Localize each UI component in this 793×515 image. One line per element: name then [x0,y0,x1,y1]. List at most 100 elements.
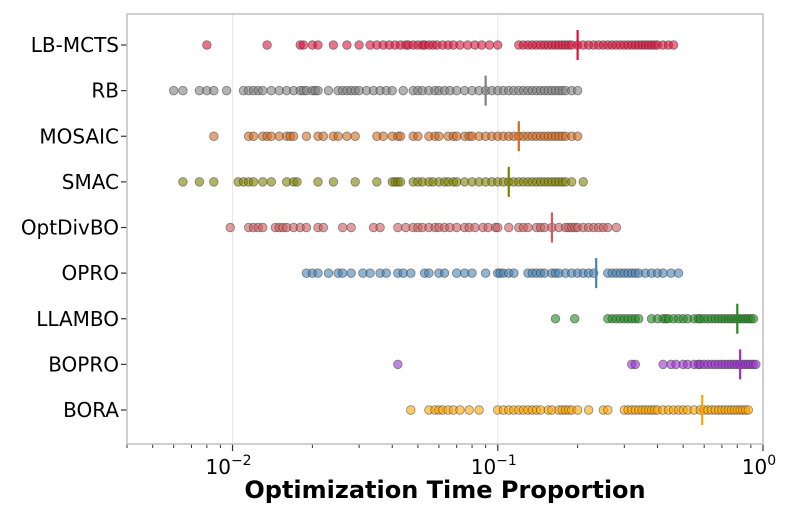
data-point [258,177,268,187]
data-point [611,222,622,233]
data-point [313,40,323,50]
data-point [424,268,434,278]
data-point [342,131,352,141]
data-point [337,268,348,278]
data-point [354,40,364,50]
data-point [266,131,277,141]
y-tick-label: MOSAIC [39,124,119,148]
plot-frame [126,13,764,445]
data-point [743,405,753,415]
data-point [406,268,416,278]
x-tick-label: 10−2 [205,453,251,479]
data-point [395,177,406,187]
data-point [258,85,268,96]
data-point [484,40,495,50]
data-point [323,268,334,278]
data-point [395,131,406,141]
data-point [439,268,450,278]
data-point [313,268,323,278]
y-axis-ticks: LB-MCTS RB MOSAIC SMAC OptDivBO OPRO LLAMBO BOP… [21,33,127,422]
x-tick-label: 10−1 [471,453,517,479]
data-point [323,85,334,96]
data-point [493,222,503,233]
data-point [630,359,640,370]
data-point [523,222,533,233]
data-point [372,177,382,187]
data-point [221,85,232,96]
data-point [451,177,462,187]
data-point [342,40,352,50]
data-points [169,40,761,415]
data-point [434,131,444,141]
x-axis-label: Optimization Time Proportion [244,476,645,504]
data-point [603,405,613,415]
data-point [202,40,212,50]
median-markers [484,30,742,425]
data-point [451,131,462,141]
data-point [298,40,309,50]
data-point [266,177,277,187]
data-point [365,268,375,278]
data-point [398,85,408,96]
data-point [474,405,484,415]
data-point [480,268,491,278]
data-point [467,268,477,278]
data-point [550,314,561,324]
data-point [509,268,519,278]
data-point [451,222,462,233]
data-point [346,268,356,278]
data-point [378,131,388,141]
y-tick-label: SMAC [62,170,119,194]
data-point [209,131,219,141]
data-point [292,177,302,187]
data-point [567,177,577,187]
data-point [333,131,343,141]
data-point [288,131,299,141]
data-point [387,85,397,96]
data-point [301,131,312,141]
data-point [301,222,312,233]
data-point [603,222,613,233]
data-point [668,40,679,50]
data-point [451,268,462,278]
data-point [751,359,761,370]
y-tick-label: RB [91,79,119,103]
data-point [470,222,480,233]
data-point [572,405,583,415]
data-point [748,314,759,324]
data-point [262,40,272,50]
data-point [406,405,416,415]
data-point [572,85,583,96]
data-point [569,314,580,324]
y-tick-label: BORA [63,398,119,422]
data-point [375,222,385,233]
data-point [258,222,268,233]
data-point [583,405,594,415]
x-tick-label: 100 [742,453,776,479]
data-point [266,85,277,96]
data-point [328,40,339,50]
data-point [248,131,259,141]
data-point [350,177,360,187]
data-point [658,359,668,370]
y-tick-label: LB-MCTS [31,33,119,57]
x-axis-ticks: 10−2 10−1 100 [126,444,776,479]
data-point [393,222,403,233]
y-tick-label: LLAMBO [36,307,119,331]
data-point [634,314,644,324]
data-point [225,222,235,233]
data-point [381,268,392,278]
data-point [658,268,668,278]
data-point [451,85,462,96]
data-point [209,177,219,187]
data-point [248,177,259,187]
data-point [413,131,423,141]
y-tick-label: BOPRO [48,352,119,376]
data-point [313,85,323,96]
data-point [178,177,188,187]
data-point [346,222,356,233]
data-point [578,177,588,187]
data-point [464,405,474,415]
data-point [194,177,205,187]
